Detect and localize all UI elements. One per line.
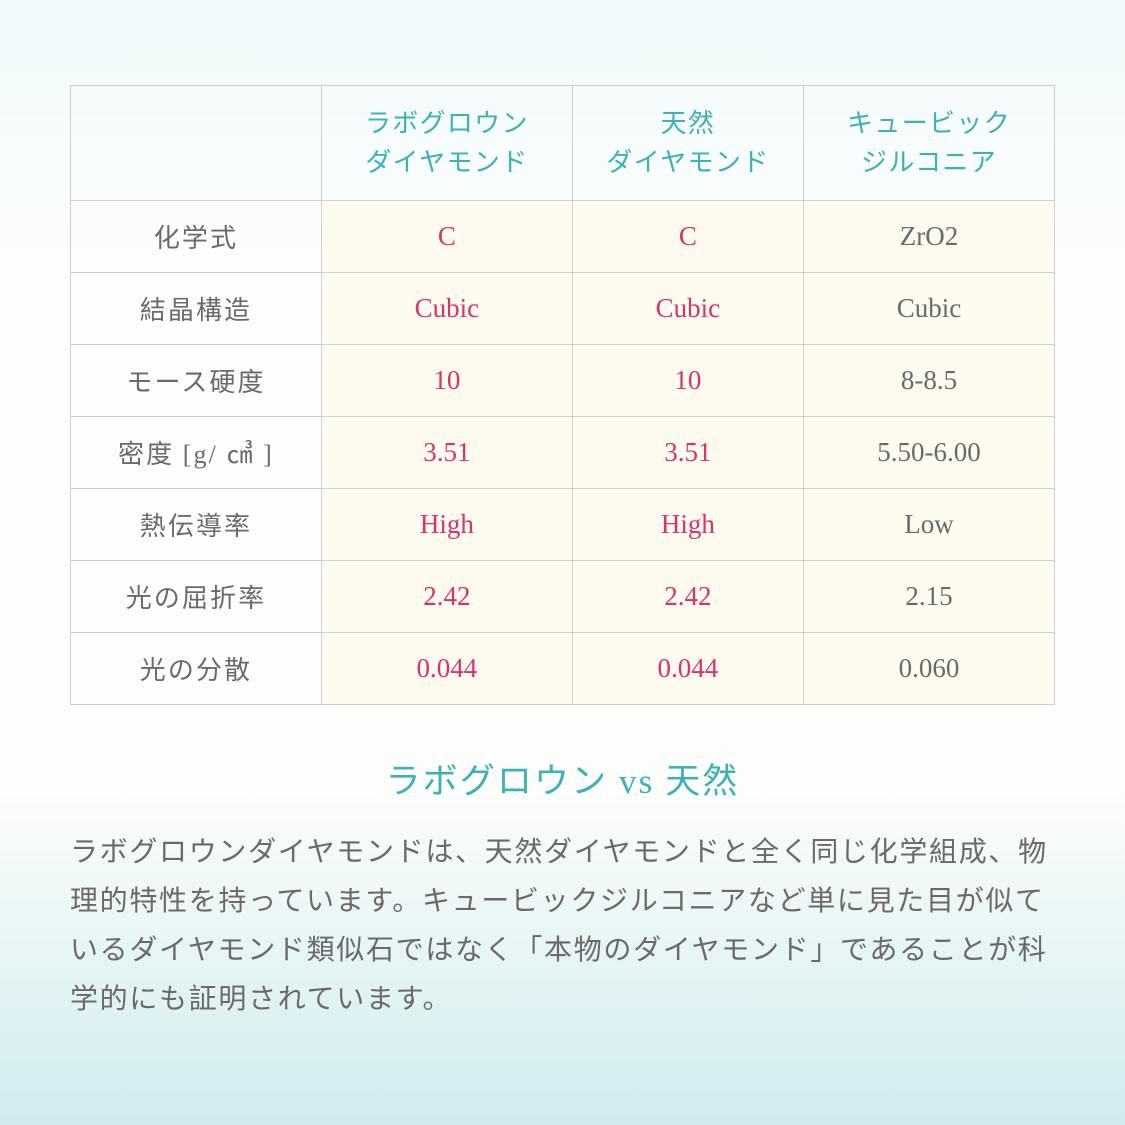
table-row: 光の分散 0.044 0.044 0.060 [71, 633, 1055, 705]
section-heading: ラボグロウン vs 天然 [70, 753, 1055, 804]
row-label: 光の屈折率 [71, 561, 322, 633]
cell-nat: 2.42 [572, 561, 803, 633]
cell-nat: 3.51 [572, 417, 803, 489]
row-label: 光の分散 [71, 633, 322, 705]
header-empty [71, 86, 322, 201]
table-row: 密度 [g/ ㎤ ] 3.51 3.51 5.50-6.00 [71, 417, 1055, 489]
cell-lab: 10 [321, 345, 572, 417]
header-natural: 天然ダイヤモンド [572, 86, 803, 201]
cell-nat: C [572, 201, 803, 273]
row-label: 化学式 [71, 201, 322, 273]
cell-nat: 0.044 [572, 633, 803, 705]
header-lab-grown: ラボグロウンダイヤモンド [321, 86, 572, 201]
row-label: 熱伝導率 [71, 489, 322, 561]
table-row: 結晶構造 Cubic Cubic Cubic [71, 273, 1055, 345]
comparison-table: ラボグロウンダイヤモンド 天然ダイヤモンド キュービックジルコニア 化学式 C … [70, 85, 1055, 705]
cell-cz: 2.15 [804, 561, 1055, 633]
cell-nat: Cubic [572, 273, 803, 345]
cell-lab: High [321, 489, 572, 561]
cell-lab: 2.42 [321, 561, 572, 633]
body-paragraph: ラボグロウンダイヤモンドは、天然ダイヤモンドと全く同じ化学組成、物理的特性を持っ… [70, 828, 1055, 1024]
table-header-row: ラボグロウンダイヤモンド 天然ダイヤモンド キュービックジルコニア [71, 86, 1055, 201]
cell-nat: High [572, 489, 803, 561]
table-row: 熱伝導率 High High Low [71, 489, 1055, 561]
row-label: モース硬度 [71, 345, 322, 417]
cell-cz: 5.50-6.00 [804, 417, 1055, 489]
cell-lab: C [321, 201, 572, 273]
cell-lab: 0.044 [321, 633, 572, 705]
header-cz: キュービックジルコニア [804, 86, 1055, 201]
cell-cz: 0.060 [804, 633, 1055, 705]
cell-cz: Low [804, 489, 1055, 561]
cell-cz: 8-8.5 [804, 345, 1055, 417]
table-row: 光の屈折率 2.42 2.42 2.15 [71, 561, 1055, 633]
cell-lab: Cubic [321, 273, 572, 345]
cell-lab: 3.51 [321, 417, 572, 489]
table-body: 化学式 C C ZrO2 結晶構造 Cubic Cubic Cubic モース硬… [71, 201, 1055, 705]
cell-nat: 10 [572, 345, 803, 417]
row-label: 密度 [g/ ㎤ ] [71, 417, 322, 489]
cell-cz: ZrO2 [804, 201, 1055, 273]
table-row: モース硬度 10 10 8-8.5 [71, 345, 1055, 417]
row-label: 結晶構造 [71, 273, 322, 345]
cell-cz: Cubic [804, 273, 1055, 345]
table-row: 化学式 C C ZrO2 [71, 201, 1055, 273]
